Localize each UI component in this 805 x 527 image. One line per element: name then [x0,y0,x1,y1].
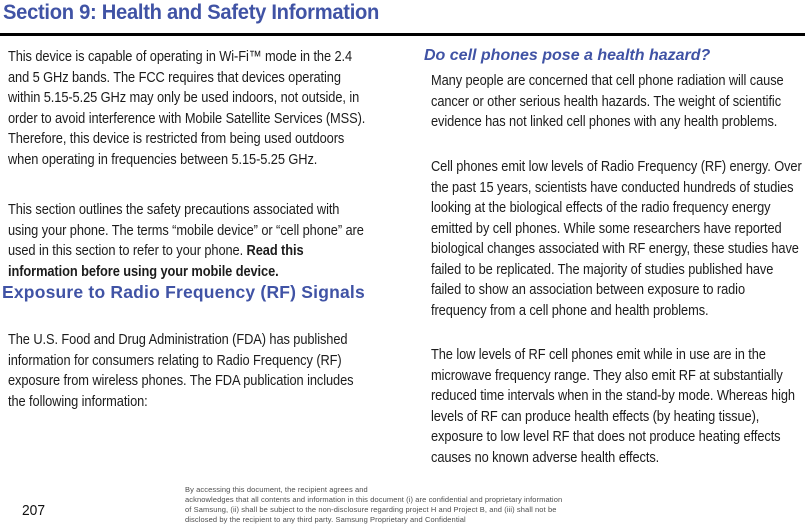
legal-footer: By accessing this document, the recipien… [185,485,562,525]
legal-footer-line: of Samsung, (ii) shall be subject to the… [185,504,557,514]
left-paragraph-safety-precautions: This section outlines the safety precaut… [8,200,369,282]
right-paragraph-rf-studies: Cell phones emit low levels of Radio Fre… [431,158,802,319]
right-paragraph-concerns: Many people are concerned that cell phon… [431,72,784,130]
legal-footer-line: disclosed by the recipient to any third … [185,514,466,524]
left-paragraph-fda: The U.S. Food and Drug Administration (F… [8,331,354,410]
page-number: 207 [22,502,46,519]
right-paragraph-low-levels: The low levels of RF cell phones emit wh… [431,346,795,466]
section-heading-rf-exposure: Exposure to Radio Frequency (RF) Signals [2,282,365,302]
subsection-heading-health-hazard: Do cell phones pose a health hazard? [424,47,711,64]
legal-footer-line: By accessing this document, the recipien… [185,485,368,494]
legal-footer-line: acknowledges that all contents and infor… [185,494,563,504]
paragraph-bold-text: Read this information before using your … [8,242,304,280]
page-title: Section 9: Health and Safety Information [3,1,380,24]
left-paragraph-wifi-fcc: This device is capable of operating in W… [8,48,366,168]
paragraph-text: This section outlines the safety precaut… [8,201,364,259]
title-divider-rule [0,33,805,36]
